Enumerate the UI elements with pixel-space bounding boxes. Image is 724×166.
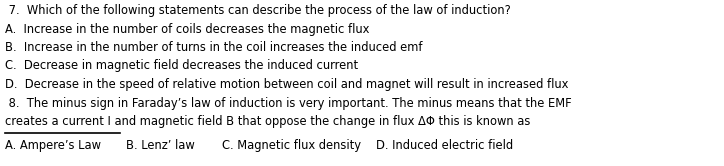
Text: 7.  Which of the following statements can describe the process of the law of ind: 7. Which of the following statements can… [5,4,510,17]
Text: C.  Decrease in magnetic field decreases the induced current: C. Decrease in magnetic field decreases … [5,59,358,73]
Text: C. Magnetic flux density: C. Magnetic flux density [222,139,361,152]
Text: A. Ampere’s Law: A. Ampere’s Law [5,139,101,152]
Text: D.  Decrease in the speed of relative motion between coil and magnet will result: D. Decrease in the speed of relative mot… [5,78,568,91]
Text: 8.  The minus sign in Faraday’s law of induction is very important. The minus me: 8. The minus sign in Faraday’s law of in… [5,96,572,110]
Text: A.  Increase in the number of coils decreases the magnetic flux: A. Increase in the number of coils decre… [5,23,369,36]
Text: D. Induced electric field: D. Induced electric field [376,139,513,152]
Text: creates a current I and magnetic field B that oppose the change in flux ΔΦ this : creates a current I and magnetic field B… [5,115,531,128]
Text: B. Lenz’ law: B. Lenz’ law [126,139,195,152]
Text: B.  Increase in the number of turns in the coil increases the induced emf: B. Increase in the number of turns in th… [5,41,423,54]
